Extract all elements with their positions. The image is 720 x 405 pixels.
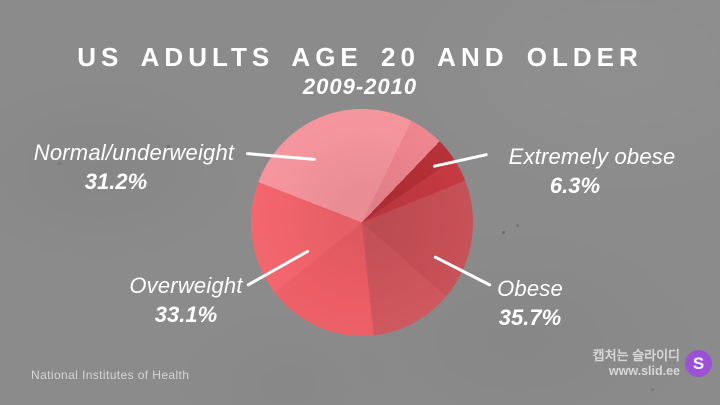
watermark-url: www.slid.ee	[608, 363, 680, 378]
source-text: National Institutes of Health	[31, 368, 190, 382]
texture-speck	[502, 231, 505, 234]
texture-speck	[651, 388, 654, 391]
slid-logo-letter: S	[692, 353, 705, 373]
slice-percent: 31.2%	[84, 169, 148, 194]
page-title: US ADULTS AGE 20 AND OLDER	[77, 42, 643, 72]
watermark-caption: 캡처는 슬라이디	[592, 348, 680, 363]
slice-label: Normal/underweight	[33, 140, 235, 165]
slid-logo-icon: S	[685, 350, 712, 378]
callout-overweight: Overweight 33.1%	[129, 273, 242, 328]
watermark-text: 캡처는 슬라이디 www.slid.ee	[592, 348, 680, 378]
texture-speck	[167, 145, 170, 148]
slice-percent: 33.1%	[154, 302, 218, 327]
callout-normal-underweight: Normal/underweight 31.2%	[34, 140, 234, 195]
pie-chart	[251, 109, 473, 336]
slice-percent: 35.7%	[498, 305, 562, 330]
page-subtitle: 2009-2010	[302, 74, 418, 99]
callout-extremely-obese: Extremely obese 6.3%	[509, 144, 676, 199]
watermark: 캡처는 슬라이디 www.slid.ee S	[592, 348, 712, 378]
slice-label: Obese	[497, 276, 563, 301]
texture-speck	[516, 224, 519, 227]
slice-label: Overweight	[129, 273, 243, 298]
texture-speck	[58, 162, 61, 165]
callout-obese: Obese 35.7%	[497, 276, 563, 331]
slice-percent: 6.3%	[549, 173, 601, 198]
slice-label: Extremely obese	[508, 144, 676, 169]
